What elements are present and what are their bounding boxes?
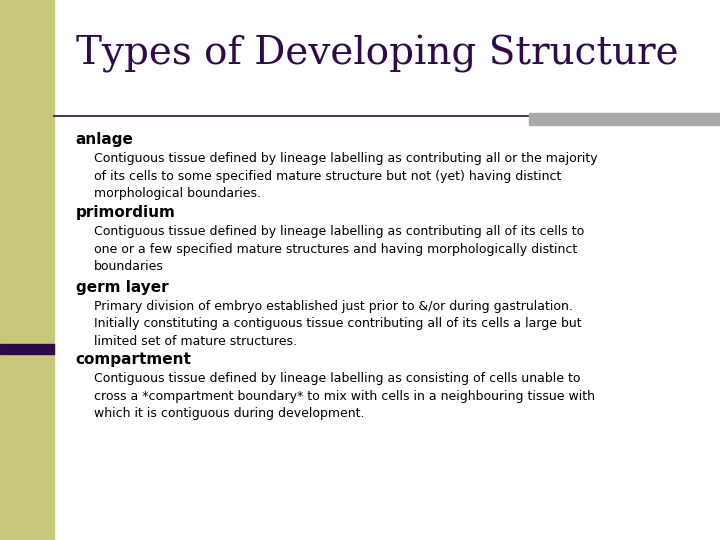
Bar — [0, 0, 54, 540]
Text: primordium: primordium — [76, 205, 176, 220]
Bar — [529, 113, 720, 125]
Text: Types of Developing Structure: Types of Developing Structure — [76, 35, 678, 73]
Text: anlage: anlage — [76, 132, 133, 147]
Text: Contiguous tissue defined by lineage labelling as consisting of cells unable to
: Contiguous tissue defined by lineage lab… — [94, 372, 595, 420]
Text: germ layer: germ layer — [76, 280, 168, 295]
Text: Contiguous tissue defined by lineage labelling as contributing all or the majori: Contiguous tissue defined by lineage lab… — [94, 152, 597, 200]
Text: compartment: compartment — [76, 352, 192, 367]
Text: Contiguous tissue defined by lineage labelling as contributing all of its cells : Contiguous tissue defined by lineage lab… — [94, 225, 584, 273]
Text: Primary division of embryo established just prior to &/or during gastrulation.
I: Primary division of embryo established j… — [94, 300, 581, 348]
Bar — [0, 344, 54, 354]
